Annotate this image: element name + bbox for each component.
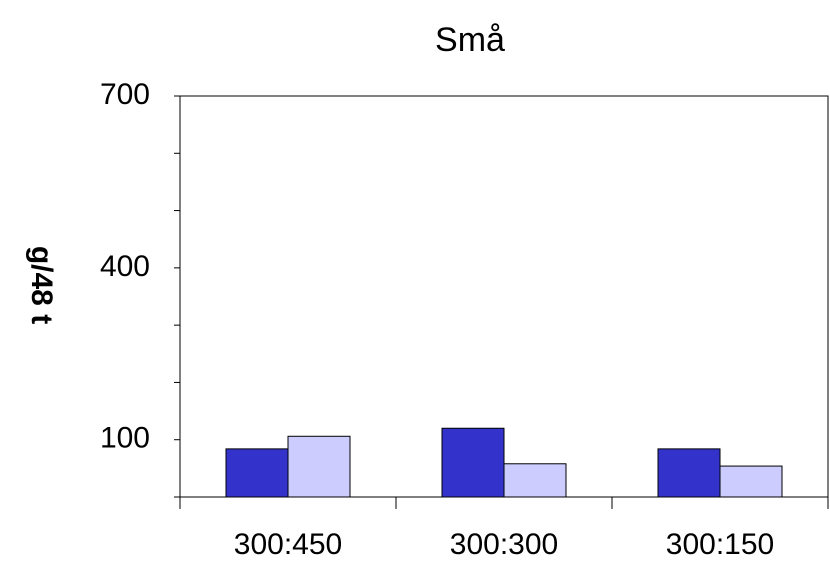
bar xyxy=(719,465,783,498)
x-tick-label: 300:450 xyxy=(234,528,342,561)
bar xyxy=(441,427,505,498)
bar xyxy=(225,448,289,498)
y-tick-label: 700 xyxy=(100,78,150,111)
bar xyxy=(657,448,721,498)
x-tick-label: 300:150 xyxy=(666,528,774,561)
x-tick-label: 300:300 xyxy=(450,528,558,561)
y-axis-label: g/48 t xyxy=(25,246,58,324)
y-tick-label: 100 xyxy=(100,422,150,455)
chart-title: Små xyxy=(435,21,505,59)
bar xyxy=(503,463,567,498)
y-tick-label: 400 xyxy=(100,250,150,283)
bar xyxy=(287,435,351,498)
